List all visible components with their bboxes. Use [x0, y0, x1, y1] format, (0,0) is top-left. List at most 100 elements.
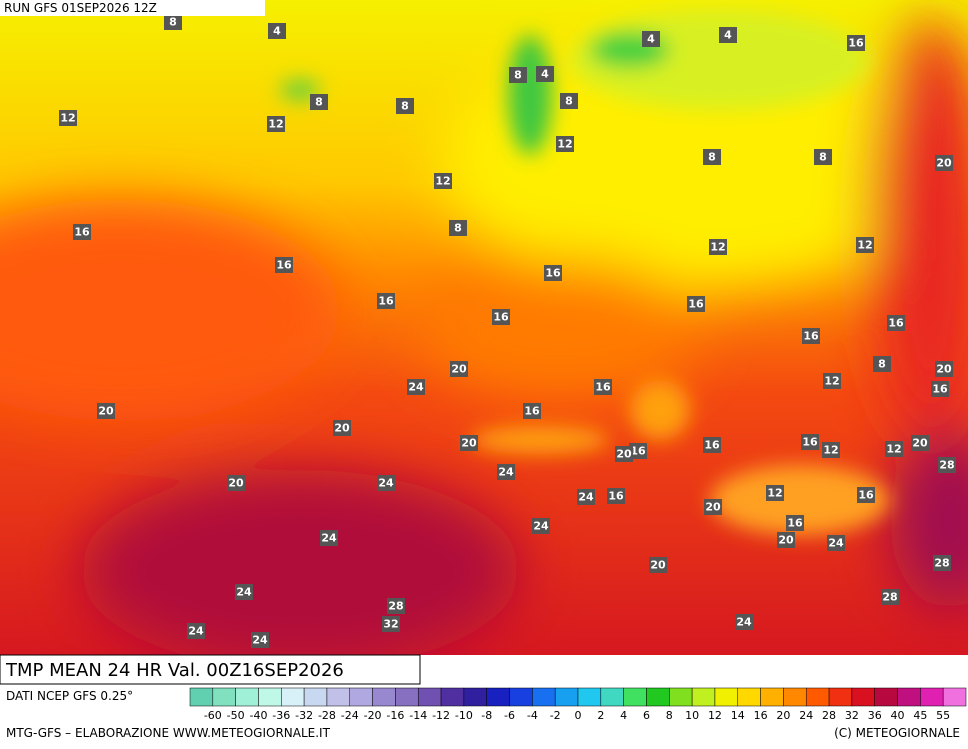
scale-label: -10	[455, 709, 473, 722]
temp-label: 16	[704, 439, 720, 452]
temp-label: 24	[828, 537, 844, 550]
label-box	[911, 435, 929, 451]
temperature-field	[0, 0, 968, 670]
label-box	[407, 379, 425, 395]
label-box	[709, 239, 727, 255]
label-box	[703, 437, 721, 453]
label-box	[856, 237, 874, 253]
scale-swatch	[372, 687, 396, 707]
scale-label: 20	[776, 709, 790, 722]
label-box	[544, 265, 562, 281]
scale-label: -16	[386, 709, 404, 722]
scale-label: 8	[666, 709, 673, 722]
label-box	[377, 475, 395, 491]
scale-swatch	[440, 687, 465, 707]
label-box	[497, 464, 515, 480]
label-box	[649, 557, 667, 573]
scale-swatch	[532, 687, 556, 707]
temp-label: 24	[321, 532, 337, 545]
temp-label: 16	[803, 330, 819, 343]
scale-swatch	[897, 687, 921, 707]
scale-swatch	[646, 687, 670, 707]
scale-swatch	[486, 687, 510, 707]
label-box	[615, 446, 633, 462]
label-box	[97, 403, 115, 419]
label-box	[251, 632, 269, 648]
label-box	[310, 94, 328, 110]
scale-label: -36	[272, 709, 290, 722]
label-box	[377, 293, 395, 309]
label-box	[822, 442, 840, 458]
label-box	[931, 381, 949, 397]
temp-label: 24	[533, 520, 549, 533]
temp-label: 24	[736, 616, 752, 629]
label-box	[766, 485, 784, 501]
temp-label: 12	[823, 444, 838, 457]
temp-label: 20	[936, 363, 952, 376]
scale-label: 6	[643, 709, 650, 722]
temp-label: 28	[934, 557, 949, 570]
scale-swatch	[691, 687, 716, 707]
temp-label: 28	[388, 600, 403, 613]
temp-label: 16	[888, 317, 904, 330]
label-box	[703, 149, 721, 165]
scale-label: 4	[620, 709, 627, 722]
scale-label: -60	[204, 709, 222, 722]
temp-label: 12	[767, 487, 782, 500]
scale-swatch	[874, 687, 898, 707]
scale-label: 12	[708, 709, 722, 722]
scale-label: -4	[527, 709, 538, 722]
label-box	[629, 443, 647, 459]
scale-label: -24	[341, 709, 359, 722]
run-label: RUN GFS 01SEP2026 12Z	[4, 1, 157, 15]
scale-swatch	[395, 687, 419, 707]
temp-label: 16	[802, 436, 818, 449]
temp-label: 12	[886, 443, 901, 456]
scale-label: 2	[597, 709, 604, 722]
temp-label: 24	[578, 491, 594, 504]
temp-label: 8	[565, 95, 573, 108]
scale-label: 40	[891, 709, 905, 722]
label-box	[560, 93, 578, 109]
scale-label: 28	[822, 709, 836, 722]
label-box	[607, 488, 625, 504]
temp-label: 16	[524, 405, 540, 418]
label-box	[577, 489, 595, 505]
temp-label: 24	[378, 477, 394, 490]
scale-label: -28	[318, 709, 336, 722]
temp-label: 16	[848, 37, 864, 50]
label-box	[164, 14, 182, 30]
temp-label: 8	[401, 100, 409, 113]
temp-label: 24	[236, 586, 252, 599]
scale-swatch	[554, 687, 579, 707]
scale-label: 32	[845, 709, 859, 722]
label-box	[449, 220, 467, 236]
temp-label: 16	[688, 298, 704, 311]
label-box	[59, 110, 77, 126]
source: DATI NCEP GFS 0.25°	[6, 689, 133, 703]
scale-swatch	[714, 687, 739, 707]
scale-swatch	[235, 687, 259, 707]
scale-label: 36	[868, 709, 882, 722]
label-box	[492, 309, 510, 325]
color-scale: -60 -50 -40 -36 -32 -28 -24 -20 -16 -14 -12 -10 -8 -6…	[189, 687, 967, 722]
scale-label: -2	[550, 709, 561, 722]
scale-swatch	[577, 687, 602, 707]
temp-label: 16	[595, 381, 611, 394]
scale-swatch	[600, 687, 624, 707]
temp-label: 16	[932, 383, 948, 396]
label-box	[935, 361, 953, 377]
scale-label: -12	[432, 709, 450, 722]
label-box	[642, 31, 660, 47]
label-box	[719, 27, 737, 43]
scale-swatch	[349, 687, 373, 707]
scale-label: -20	[364, 709, 382, 722]
temp-label: 12	[268, 118, 283, 131]
header-box	[0, 0, 265, 16]
temp-label: 24	[498, 466, 514, 479]
temp-label: 24	[408, 381, 424, 394]
scale-swatch	[258, 687, 282, 707]
temp-label: 20	[98, 405, 114, 418]
temp-label: 8	[708, 151, 716, 164]
label-box	[823, 373, 841, 389]
